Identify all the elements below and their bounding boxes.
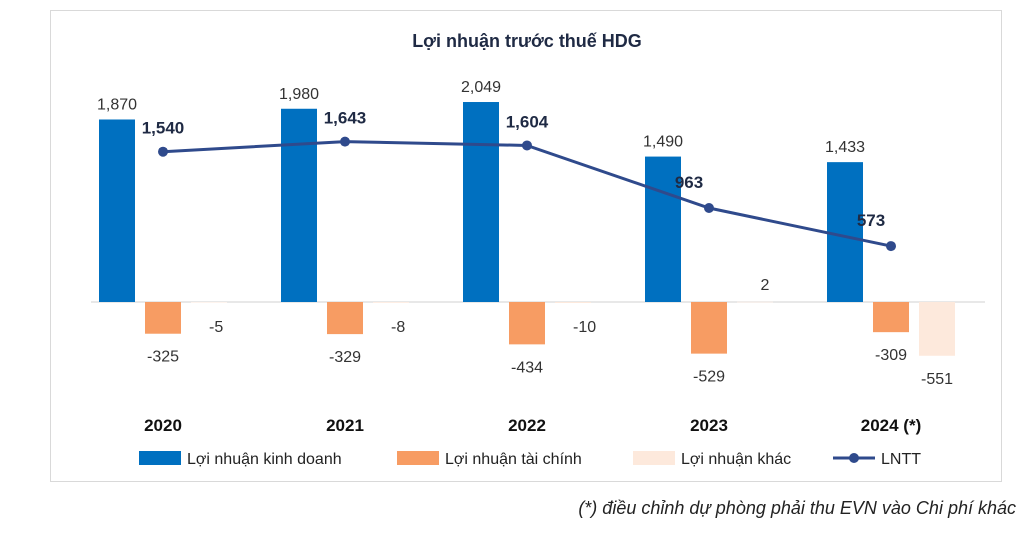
data-label-1-3: -529 [693,369,725,386]
chart-title: Lợi nhuận trước thuế HDG [412,31,642,51]
legend-swatch-1 [397,451,439,465]
lntt-line [162,140,892,248]
data-label-1-1: -329 [329,349,361,366]
chart-svg: Lợi nhuận trước thuế HDG 1,870 -325 -5 2020 1… [91,31,985,468]
legend-swatch-0 [139,451,181,465]
legend-marker-3 [849,453,859,463]
chart-frame: Lợi nhuận trước thuế HDG 1,870 -325 -5 2020 1… [50,10,1002,482]
bar-0-0 [99,119,135,302]
legend-label-3: LNTT [881,451,921,468]
footnote: (*) điều chỉnh dự phòng phải thu EVN vào… [578,498,1016,518]
lntt-label-1: 1,643 [324,109,367,128]
data-label-1-2: -434 [511,359,543,376]
x-tick-label-4: 2024 (*) [861,416,921,435]
x-tick-label-3: 2023 [690,416,728,435]
data-label-2-0: -5 [209,319,223,336]
data-label-0-0: 1,870 [97,96,137,113]
lntt-point-1 [340,136,350,147]
bar-1-3 [691,302,727,354]
bar-2-3 [737,301,773,303]
lntt-label-0: 1,540 [142,119,185,138]
legend-label-2: Lợi nhuận khác [681,451,791,468]
data-label-1-4: -309 [875,347,907,364]
lntt-label-2: 1,604 [506,112,549,131]
x-tick-label-0: 2020 [144,416,182,435]
bar-1-0 [145,302,181,334]
bar-0-3 [645,156,681,302]
lntt-point-2 [522,140,532,151]
lntt-label-4: 573 [857,211,885,230]
lntt-point-3 [704,203,714,214]
bar-2-0 [191,302,227,303]
bar-1-1 [327,302,363,335]
bar-1-4 [873,302,909,333]
data-label-2-1: -8 [391,319,405,336]
data-label-0-3: 1,490 [643,134,683,151]
x-tick-label-2: 2022 [508,416,546,435]
bar-0-4 [827,162,863,302]
data-label-1-0: -325 [147,349,179,366]
data-label-0-2: 2,049 [461,79,501,96]
bar-1-2 [509,302,545,345]
bar-2-1 [373,302,409,303]
data-label-0-1: 1,980 [279,86,319,103]
data-label-2-4: -551 [921,371,953,388]
legend-label-1: Lợi nhuận tài chính [445,451,582,468]
bar-2-2 [555,302,591,303]
data-label-2-2: -10 [573,319,596,336]
legend-label-0: Lợi nhuận kinh doanh [187,451,342,468]
data-label-2-3: 2 [761,277,770,294]
data-label-0-4: 1,433 [825,139,865,156]
x-tick-label-1: 2021 [326,416,364,435]
bar-0-2 [463,102,499,302]
lntt-point-4 [886,241,896,252]
lntt-point-0 [158,146,168,157]
lntt-label-3: 963 [675,173,703,192]
legend-swatch-2 [633,451,675,465]
bar-2-4 [919,302,955,356]
bar-0-1 [281,108,317,302]
